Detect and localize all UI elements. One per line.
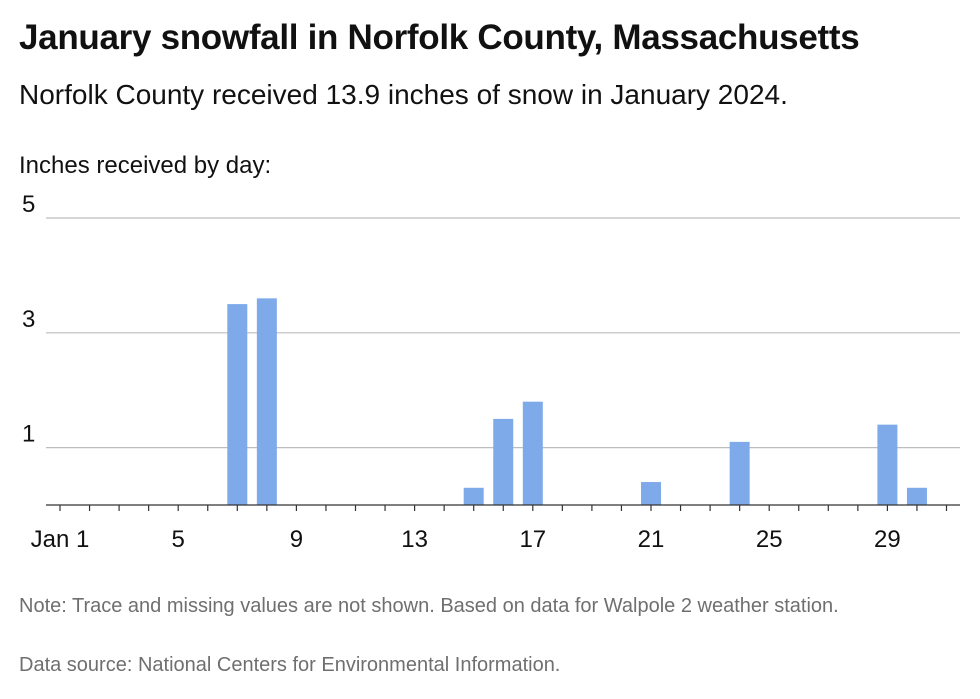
bar-jan-15	[463, 487, 484, 505]
bar-jan-30	[906, 487, 927, 505]
chart-title: January snowfall in Norfolk County, Mass…	[19, 18, 860, 57]
bar-jan-17	[522, 401, 543, 505]
x-tick-label: 25	[756, 526, 783, 553]
x-tick-label: 29	[874, 526, 901, 553]
bar-jan-7	[227, 304, 248, 505]
x-tick-label: 17	[519, 526, 546, 553]
bar-jan-21	[641, 482, 661, 505]
x-tick-label: 5	[172, 526, 185, 553]
bar-jan-8	[256, 298, 277, 505]
bar-jan-29	[877, 424, 898, 505]
y-tick-label: 5	[22, 195, 35, 218]
y-tick-label: 3	[22, 306, 35, 333]
x-axis: Jan 1 5 9 13 17 21 25 29	[31, 504, 960, 553]
snowfall-bar-chart: 135 Jan 1 5 9 13 17 21 25 29	[22, 195, 960, 553]
data-source: Data source: National Centers for Enviro…	[19, 654, 561, 676]
x-tick-label: 21	[638, 526, 665, 553]
y-tick-label: 1	[22, 421, 35, 448]
bar-jan-24	[729, 441, 750, 505]
x-tick-label: 9	[290, 526, 303, 553]
chart-note: Note: Trace and missing values are not s…	[19, 595, 839, 617]
bars	[227, 298, 927, 505]
bar-jan-16	[493, 418, 514, 505]
gridlines: 1 3 5	[22, 195, 960, 449]
chart-subtitle: Norfolk County received 13.9 inches of s…	[19, 79, 788, 110]
x-tick-label: 13	[401, 526, 428, 553]
x-tick-label: Jan 1	[31, 526, 90, 553]
y-axis-label: Inches received by day:	[19, 152, 272, 179]
